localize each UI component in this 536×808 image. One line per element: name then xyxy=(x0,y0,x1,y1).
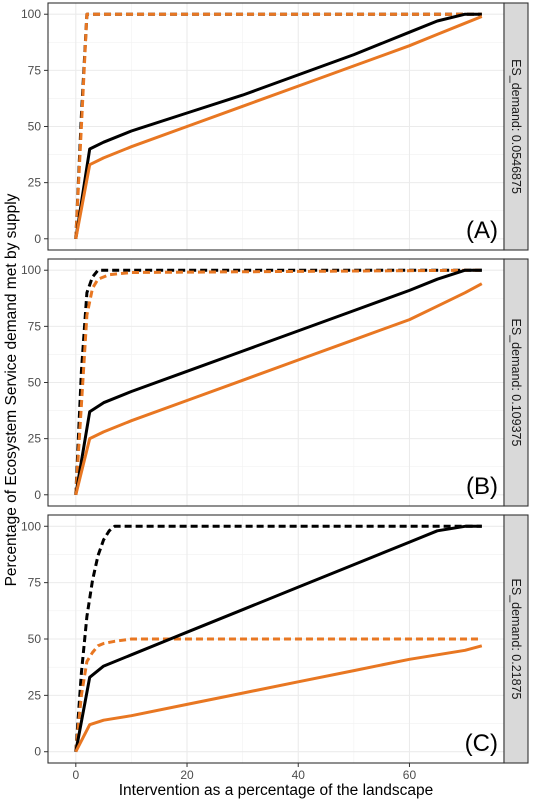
y-tick-label: 75 xyxy=(28,319,42,333)
dashed-series-line xyxy=(74,12,482,239)
y-tick-label: 0 xyxy=(34,745,41,759)
facet-strip-label: ES_demand: 0.109375 xyxy=(509,319,523,447)
y-tick-label: 50 xyxy=(28,120,42,134)
y-tick-label: 25 xyxy=(28,432,42,446)
dashed-series-line xyxy=(74,268,482,495)
dashed-series-line xyxy=(74,268,482,495)
y-tick-label: 75 xyxy=(28,576,42,590)
x-tick-label: 60 xyxy=(403,768,417,782)
x-tick-label: 20 xyxy=(180,768,194,782)
facet-strip-label: ES_demand: 0.0546875 xyxy=(509,59,523,194)
panel-label: (B) xyxy=(466,473,498,500)
y-tick-label: 0 xyxy=(34,488,41,502)
x-tick-label: 40 xyxy=(292,768,306,782)
y-tick-label: 100 xyxy=(21,263,41,277)
solid-series-line xyxy=(74,282,483,496)
solid-series-line xyxy=(74,15,483,240)
solid-series-line xyxy=(74,268,482,496)
y-axis-title: Percentage of Ecosystem Service demand m… xyxy=(3,193,20,587)
solid-series-line xyxy=(74,12,482,240)
y-tick-label: 50 xyxy=(28,376,42,390)
y-tick-label: 100 xyxy=(21,7,41,21)
solid-series-line xyxy=(74,644,483,753)
facet-strip xyxy=(503,2,529,251)
y-tick-label: 0 xyxy=(34,232,41,246)
x-tick-label: 0 xyxy=(72,768,79,782)
panel-label: (C) xyxy=(465,730,498,757)
y-tick-label: 75 xyxy=(28,63,42,77)
panel-1: 0 25 50 75 100 (A) ES_demand: 0.0546875 xyxy=(21,2,529,251)
dashed-series-line xyxy=(74,637,482,752)
y-tick-label: 25 xyxy=(28,176,42,190)
y-tick-label: 25 xyxy=(28,688,42,702)
solid-series-line xyxy=(74,524,482,752)
y-tick-label: 100 xyxy=(21,519,41,533)
panel-label: (A) xyxy=(466,217,498,244)
facet-strip xyxy=(503,514,529,764)
panel-3: 0 25 50 75 100 0 20 40 60 (C) ES_demand: 0.21875 xyxy=(21,514,529,782)
facet-strip-label: ES_demand: 0.21875 xyxy=(509,579,523,700)
panel-2: 0 25 50 75 100 (B) ES_demand: 0.109375 xyxy=(21,258,529,507)
y-tick-label: 50 xyxy=(28,632,42,646)
x-axis-title: Intervention as a percentage of the land… xyxy=(118,782,434,799)
facet-strip xyxy=(503,258,529,507)
dashed-series-line xyxy=(74,524,482,752)
